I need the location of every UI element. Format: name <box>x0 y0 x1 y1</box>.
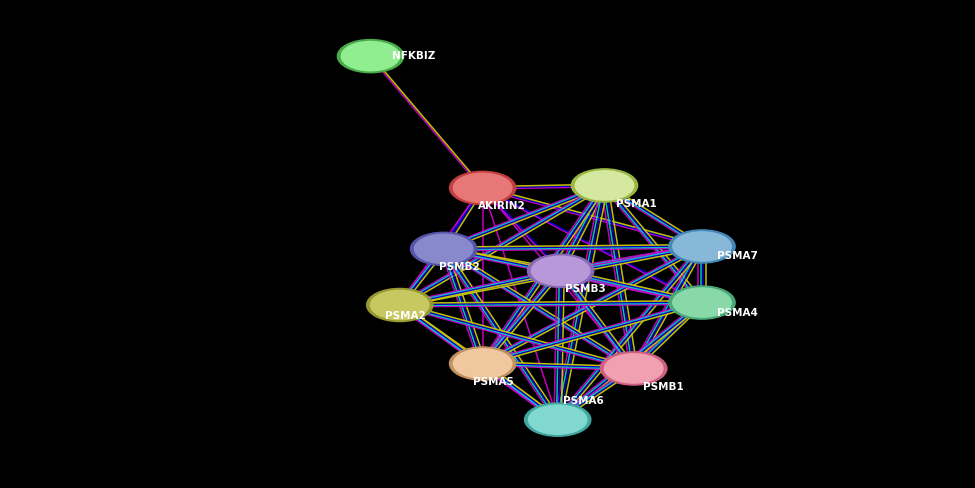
Circle shape <box>337 40 404 73</box>
Circle shape <box>341 41 400 71</box>
Circle shape <box>575 171 634 200</box>
Circle shape <box>669 230 735 263</box>
Circle shape <box>673 232 731 261</box>
Circle shape <box>453 349 512 378</box>
Text: PSMA5: PSMA5 <box>473 377 514 387</box>
Circle shape <box>449 347 516 380</box>
Text: PSMA7: PSMA7 <box>717 251 758 261</box>
Text: PSMB1: PSMB1 <box>644 382 684 392</box>
Circle shape <box>669 286 735 319</box>
Text: PSMA6: PSMA6 <box>563 396 604 406</box>
Circle shape <box>370 290 429 320</box>
Circle shape <box>367 288 433 322</box>
Circle shape <box>449 171 516 204</box>
Circle shape <box>527 254 594 287</box>
Text: PSMA4: PSMA4 <box>717 308 758 318</box>
Circle shape <box>673 288 731 317</box>
Text: NFKBIZ: NFKBIZ <box>392 51 435 61</box>
Text: PSMB2: PSMB2 <box>439 263 480 272</box>
Circle shape <box>528 405 587 434</box>
Circle shape <box>601 352 667 385</box>
Text: PSMA2: PSMA2 <box>385 311 426 321</box>
Text: PSMB3: PSMB3 <box>566 285 606 294</box>
Circle shape <box>525 403 591 436</box>
Circle shape <box>604 354 663 383</box>
Circle shape <box>571 169 638 202</box>
Text: PSMA1: PSMA1 <box>616 199 657 209</box>
Text: AKIRIN2: AKIRIN2 <box>478 202 526 211</box>
Circle shape <box>531 256 590 285</box>
Circle shape <box>414 234 473 264</box>
Circle shape <box>453 173 512 203</box>
Circle shape <box>410 232 477 265</box>
